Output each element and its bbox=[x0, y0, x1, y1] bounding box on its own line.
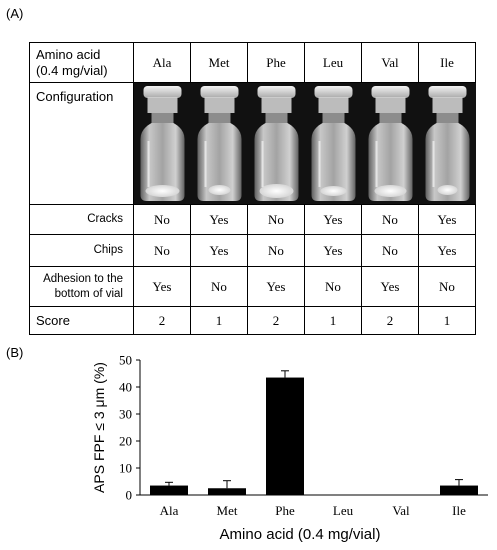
chips-phe: No bbox=[247, 234, 305, 267]
column-header-ala: Ala bbox=[133, 42, 191, 83]
vial-ala bbox=[140, 86, 185, 201]
score-phe: 2 bbox=[247, 306, 305, 335]
bar-ala bbox=[150, 485, 188, 495]
chips-leu: Yes bbox=[304, 234, 362, 267]
adhesion-ala: Yes bbox=[133, 266, 191, 307]
x-tick-label-phe: Phe bbox=[275, 503, 295, 518]
cracks-ile: Yes bbox=[418, 204, 476, 235]
cracks-val: No bbox=[361, 204, 419, 235]
column-header-leu: Leu bbox=[304, 42, 362, 83]
vial-evaluation-table: Amino acid (0.4 mg/vial) Ala Met Phe Leu… bbox=[29, 42, 476, 335]
adhesion-label: Adhesion to the bottom of vial bbox=[29, 266, 134, 307]
panel-b-label: (B) bbox=[6, 345, 24, 360]
vial-ile bbox=[425, 86, 470, 201]
score-leu: 1 bbox=[304, 306, 362, 335]
bar-phe bbox=[266, 377, 304, 495]
configuration-label: Configuration bbox=[29, 82, 134, 205]
vial-leu bbox=[311, 86, 356, 201]
cracks-ala: No bbox=[133, 204, 191, 235]
adhesion-label-line2: bottom of vial bbox=[54, 287, 123, 300]
table-row-score: Score 2 1 2 1 2 1 bbox=[29, 306, 476, 335]
score-ile: 1 bbox=[418, 306, 476, 335]
y-tick-label: 40 bbox=[119, 380, 132, 395]
bar-met bbox=[208, 488, 246, 495]
adhesion-met: No bbox=[190, 266, 248, 307]
cracks-label: Cracks bbox=[29, 204, 134, 235]
amino-acid-header-line2: (0.4 mg/vial) bbox=[36, 62, 108, 78]
column-header-val: Val bbox=[361, 42, 419, 83]
x-tick-label-leu: Leu bbox=[333, 503, 354, 518]
y-tick-label: 50 bbox=[119, 353, 132, 368]
table-row-adhesion: Adhesion to the bottom of vial Yes No Ye… bbox=[29, 266, 476, 307]
panel-a-label: (A) bbox=[6, 6, 24, 21]
y-tick-label: 20 bbox=[119, 434, 132, 449]
y-tick-label: 30 bbox=[119, 407, 132, 422]
chips-ala: No bbox=[133, 234, 191, 267]
adhesion-leu: No bbox=[304, 266, 362, 307]
column-header-met: Met bbox=[190, 42, 248, 83]
table-header-row: Amino acid (0.4 mg/vial) Ala Met Phe Leu… bbox=[29, 42, 476, 83]
x-tick-label-ala: Ala bbox=[160, 503, 179, 518]
chips-val: No bbox=[361, 234, 419, 267]
x-tick-label-ile: Ile bbox=[452, 503, 466, 518]
adhesion-val: Yes bbox=[361, 266, 419, 307]
y-axis-label: APS FPF ≤ 3 μm (%) bbox=[91, 362, 107, 493]
adhesion-label-line1: Adhesion to the bbox=[43, 272, 123, 285]
column-header-phe: Phe bbox=[247, 42, 305, 83]
x-tick-label-val: Val bbox=[392, 503, 410, 518]
y-tick-label: 10 bbox=[119, 461, 132, 476]
adhesion-phe: Yes bbox=[247, 266, 305, 307]
score-val: 2 bbox=[361, 306, 419, 335]
vial-phe bbox=[254, 86, 299, 201]
x-tick-label-met: Met bbox=[217, 503, 238, 518]
score-ala: 2 bbox=[133, 306, 191, 335]
fpf-bar-chart: 0 10 20 30 40 50 Ala Met Phe Leu Val Ile APS FPF ≤ 3… bbox=[91, 353, 488, 543]
table-row-chips: Chips No Yes No Yes No Yes bbox=[29, 234, 476, 267]
vial-photographs bbox=[133, 82, 476, 205]
cracks-phe: No bbox=[247, 204, 305, 235]
vial-photo-strip bbox=[134, 83, 476, 204]
cracks-met: Yes bbox=[190, 204, 248, 235]
cracks-leu: Yes bbox=[304, 204, 362, 235]
score-met: 1 bbox=[190, 306, 248, 335]
amino-acid-header-cell: Amino acid (0.4 mg/vial) bbox=[29, 42, 134, 83]
adhesion-ile: No bbox=[418, 266, 476, 307]
table-row-cracks: Cracks No Yes No Yes No Yes bbox=[29, 204, 476, 235]
chips-label: Chips bbox=[29, 234, 134, 267]
column-header-ile: Ile bbox=[418, 42, 476, 83]
chips-ile: Yes bbox=[418, 234, 476, 267]
y-tick-label: 0 bbox=[126, 488, 133, 503]
chips-met: Yes bbox=[190, 234, 248, 267]
x-axis-label: Amino acid (0.4 mg/vial) bbox=[220, 526, 381, 543]
bar-ile bbox=[440, 485, 478, 495]
vial-met bbox=[197, 86, 242, 201]
configuration-row: Configuration bbox=[29, 82, 476, 205]
vial-val bbox=[368, 86, 413, 201]
amino-acid-header-line1: Amino acid bbox=[36, 46, 101, 62]
score-label: Score bbox=[29, 306, 134, 335]
